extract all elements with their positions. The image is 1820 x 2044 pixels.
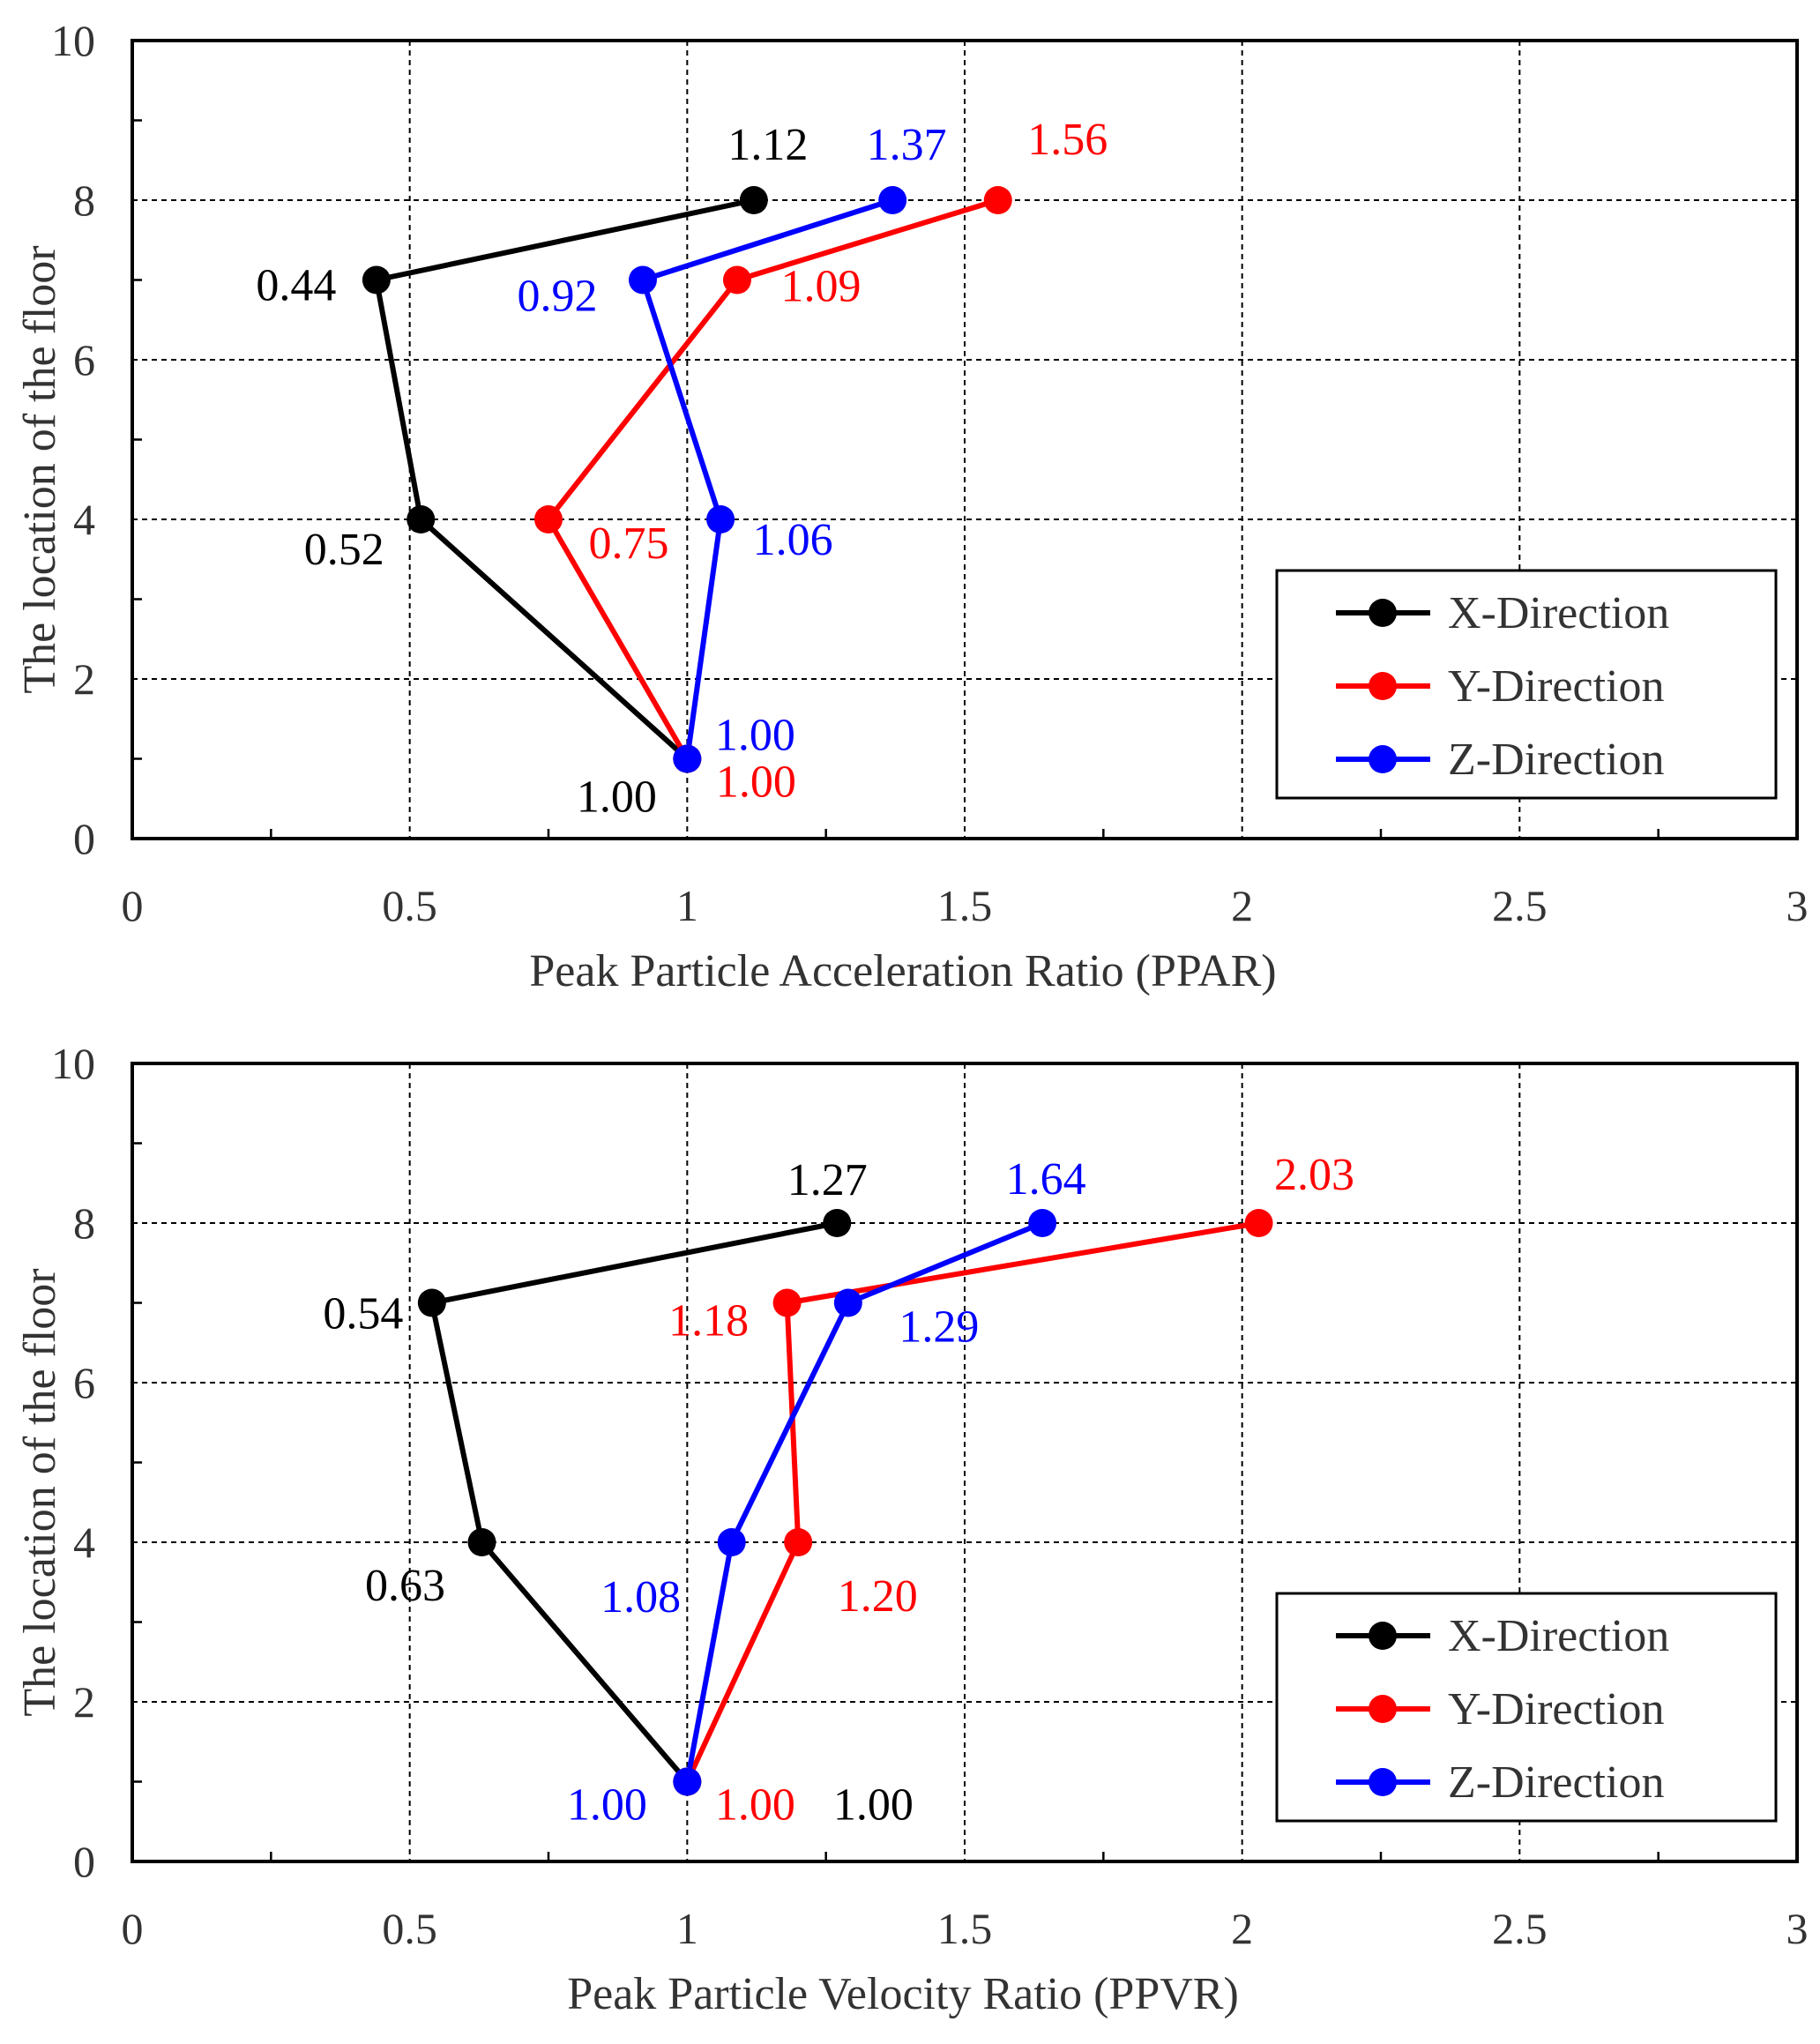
x-tick-label: 3 xyxy=(1786,1904,1809,1953)
data-label: 1.00 xyxy=(833,1780,914,1831)
y-tick-label: 0 xyxy=(73,1837,95,1886)
data-point-x-direction xyxy=(823,1209,852,1237)
data-point-z-direction xyxy=(673,744,702,773)
x-tick-label: 1.5 xyxy=(937,881,993,930)
data-label: 2.03 xyxy=(1274,1150,1354,1200)
x-tick-label: 1 xyxy=(676,881,698,930)
series-line-x-direction xyxy=(429,1220,838,1784)
x-axis-title: Peak Particle Acceleration Ratio (PPAR) xyxy=(529,946,1276,996)
x-tick-label: 2 xyxy=(1231,881,1253,930)
data-point-z-direction xyxy=(628,265,657,295)
x-tick-label: 2 xyxy=(1231,1904,1253,1953)
y-axis-title: The location of the floor xyxy=(15,245,65,693)
data-label: 1.27 xyxy=(787,1155,868,1205)
legend-label: X-Direction xyxy=(1448,588,1669,638)
x-tick-label: 1 xyxy=(676,1904,698,1953)
x-tick-label: 3 xyxy=(1786,881,1809,930)
y-tick-label: 2 xyxy=(73,654,95,704)
data-label: 0.52 xyxy=(304,525,384,575)
x-tick-label: 2.5 xyxy=(1492,881,1548,930)
y-tick-label: 6 xyxy=(73,1358,95,1407)
data-label: 1.09 xyxy=(780,262,861,312)
data-point-x-direction xyxy=(407,505,436,533)
data-label: 1.20 xyxy=(838,1571,918,1622)
data-point-z-direction xyxy=(706,505,735,533)
data-point-y-direction xyxy=(983,186,1012,214)
legend-label: Y-Direction xyxy=(1448,661,1664,712)
data-label: 0.75 xyxy=(589,518,669,569)
data-label: 1.00 xyxy=(715,1780,795,1831)
data-point-x-direction xyxy=(362,265,391,295)
chart-1: 0 0.5 1 1.5 2 2.5 3 0 2 4 6 8 10 Peak Particle Accele… xyxy=(15,16,1809,996)
data-point-z-direction xyxy=(833,1288,862,1317)
x-tick-label: 0.5 xyxy=(382,881,437,930)
data-point-x-direction xyxy=(467,1528,496,1556)
data-point-z-direction xyxy=(717,1528,746,1556)
y-tick-label: 0 xyxy=(73,814,95,863)
series-line-z-direction xyxy=(639,198,894,759)
x-tick-label: 0 xyxy=(122,1904,144,1953)
plot-frame xyxy=(131,39,1799,840)
y-tick-label: 8 xyxy=(73,1198,95,1248)
plot-frame xyxy=(131,1062,1799,1863)
legend-label: Y-Direction xyxy=(1448,1684,1664,1734)
data-label: 1.56 xyxy=(1027,115,1108,165)
legend-swatch-marker xyxy=(1369,599,1397,627)
y-axis-title: The location of the floor xyxy=(15,1268,65,1716)
x-tick-label: 0 xyxy=(122,881,144,930)
data-point-y-direction xyxy=(784,1528,813,1556)
data-label: 1.00 xyxy=(567,1780,647,1831)
data-point-z-direction xyxy=(878,186,907,214)
data-label: 0.63 xyxy=(365,1561,445,1611)
x-tick-label: 1.5 xyxy=(937,1904,993,1953)
data-point-y-direction xyxy=(1244,1209,1273,1237)
y-tick-label: 4 xyxy=(73,1518,95,1567)
data-point-x-direction xyxy=(739,186,768,214)
y-tick-label: 4 xyxy=(73,495,95,544)
x-tick-label: 0.5 xyxy=(382,1904,437,1953)
data-label: 1.29 xyxy=(899,1302,979,1353)
chart-2: 0 0.5 1 1.5 2 2.5 3 0 2 4 6 8 10 Peak Particle Veloci… xyxy=(15,1039,1809,2019)
data-label: 1.12 xyxy=(727,120,808,170)
data-label: 0.54 xyxy=(323,1289,403,1339)
data-point-z-direction xyxy=(1028,1209,1057,1237)
y-tick-label: 6 xyxy=(73,335,95,384)
data-label: 0.44 xyxy=(256,261,336,311)
data-point-y-direction xyxy=(772,1288,802,1317)
data-point-y-direction xyxy=(722,265,751,295)
y-tick-label: 2 xyxy=(73,1677,95,1727)
y-tick-label: 8 xyxy=(73,175,95,225)
legend-label: X-Direction xyxy=(1448,1611,1669,1661)
legend-swatch-marker xyxy=(1369,745,1397,773)
data-label: 1.00 xyxy=(577,772,657,823)
legend-swatch-marker xyxy=(1369,672,1397,700)
legend: X-Direction Y-Direction Z-Direction xyxy=(1275,569,1778,800)
data-point-y-direction xyxy=(534,505,563,533)
legend: X-Direction Y-Direction Z-Direction xyxy=(1275,1592,1778,1823)
legend-swatch-marker xyxy=(1369,1622,1397,1650)
y-tick-label: 10 xyxy=(51,1039,95,1088)
data-point-z-direction xyxy=(673,1767,702,1796)
y-tick-label: 10 xyxy=(51,16,95,65)
data-label: 1.00 xyxy=(716,757,796,808)
data-label: 1.00 xyxy=(715,711,795,761)
series-line-x-direction xyxy=(373,198,755,761)
legend-label: Z-Direction xyxy=(1448,735,1664,785)
series-line-z-direction xyxy=(684,1220,1044,1783)
series-line-y-direction xyxy=(546,198,999,761)
data-label: 1.64 xyxy=(1006,1154,1086,1205)
data-label: 1.37 xyxy=(867,120,947,170)
data-label: 1.18 xyxy=(668,1296,749,1347)
data-point-x-direction xyxy=(417,1288,446,1317)
x-axis-title: Peak Particle Velocity Ratio (PPVR) xyxy=(567,1969,1239,2019)
data-label: 0.92 xyxy=(517,272,597,322)
legend-swatch-marker xyxy=(1369,1695,1397,1723)
data-label: 1.06 xyxy=(753,515,833,565)
legend-swatch-marker xyxy=(1369,1768,1397,1796)
x-tick-label: 2.5 xyxy=(1492,1904,1548,1953)
data-label: 1.08 xyxy=(600,1572,681,1623)
legend-label: Z-Direction xyxy=(1448,1757,1664,1808)
